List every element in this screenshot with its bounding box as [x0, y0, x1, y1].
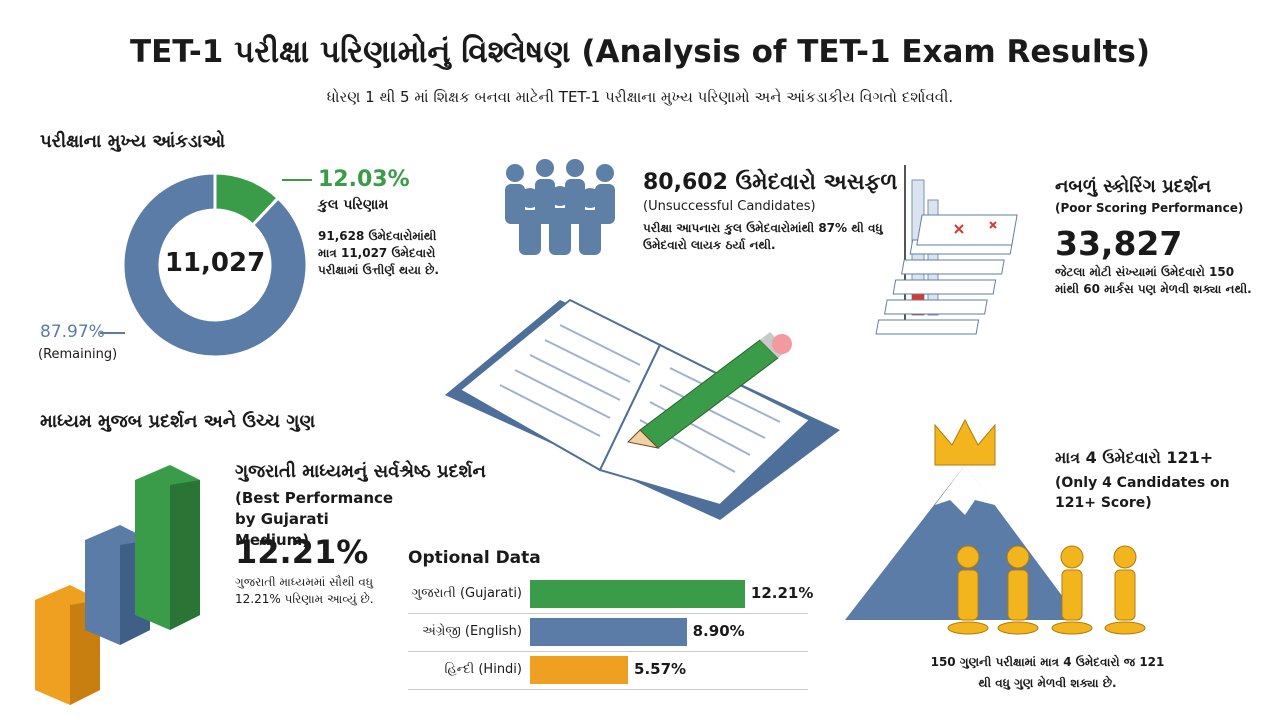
note: ગુજરાતી માધ્યમમાં સૌથી વધુ 12.21% પરિણામ… [235, 575, 374, 606]
note: 150 ગુણની પરીક્ષામાં માત્ર 4 ઉમેદવારો જ … [930, 655, 1165, 690]
row-separator [408, 651, 808, 652]
stat-subtitle: (Poor Scoring Performance) [1055, 201, 1244, 215]
note: જેટલા મોટી સંખ્યામાં ઉમેદવારો 150 માંથી … [1055, 265, 1252, 296]
bar-category-label: હિન્દી (Hindi) [444, 662, 522, 677]
bar-category-label: ગુજરાતી (Gujarati) [411, 586, 522, 601]
bar [530, 618, 687, 646]
stat-title: નબળું સ્કોરિંગ પ્રદર્શન [1055, 176, 1212, 197]
note: 91,628 ઉમેદવારોમાંથી માત્ર 11,027 ઉમેદવા… [318, 229, 439, 277]
segment-caption: કુલ પરિણામ [318, 197, 389, 213]
stat-title: 80,602 ઉમેદવારો અસફળ [643, 170, 898, 195]
stat-title: માત્ર 4 ઉમેદવારો 121+ [1055, 448, 1214, 467]
bar [530, 580, 745, 608]
bar-category-label: અંગ્રેજી (English) [422, 624, 522, 639]
people-icon [505, 159, 615, 255]
section-heading: પરીક્ષાના મુખ્ય આંકડાઓ [40, 131, 226, 152]
donut-center: 11,027 [164, 248, 266, 278]
subtitle: ધોરણ 1 થી 5 માં શિક્ષક બનવા માટેની TET-1… [326, 88, 954, 106]
stat-figure: 33,827 [1055, 224, 1183, 263]
stat-subtitle: (Unsuccessful Candidates) [643, 199, 816, 214]
book-icon [445, 298, 840, 520]
paper-stack-icon [875, 165, 1018, 335]
bar-chart-title: Optional Data [408, 548, 541, 568]
stat-title: ગુજરાતી માધ્યમનું સર્વશ્રેષ્ઠ પ્રદર્શન [235, 461, 486, 482]
stat-figure: 12.21% [235, 533, 369, 571]
stat-subtitle: (Best Performance by Gujarati Medium) [235, 489, 394, 549]
title: TET-1 પરીક્ષા પરિણામોનું વિશ્લેષણ (Analy… [129, 34, 1151, 70]
bar-value-label: 8.90% [692, 622, 745, 640]
row-separator [408, 613, 808, 614]
bar [530, 656, 629, 684]
note: પરીક્ષા આપનારા કુલ ઉમેદવારોમાંથી 87% થી … [643, 221, 883, 252]
row-separator [408, 689, 808, 690]
bar-value-label: 5.57% [634, 660, 687, 678]
donut-segment [121, 171, 309, 359]
mountain-icon [845, 418, 1146, 635]
bars-3d-icon [35, 465, 200, 705]
section-heading: માધ્યમ મુજબ પ્રદર્શન અને ઉચ્ચ ગુણ [40, 411, 316, 432]
stat-subtitle: (Only 4 Candidates on 121+ Score) [1055, 475, 1230, 511]
segment-label: 87.97% [40, 322, 105, 342]
segment-label: 12.03% [318, 167, 410, 192]
segment-caption: (Remaining) [38, 347, 118, 362]
bar-value-label: 12.21% [750, 584, 814, 602]
